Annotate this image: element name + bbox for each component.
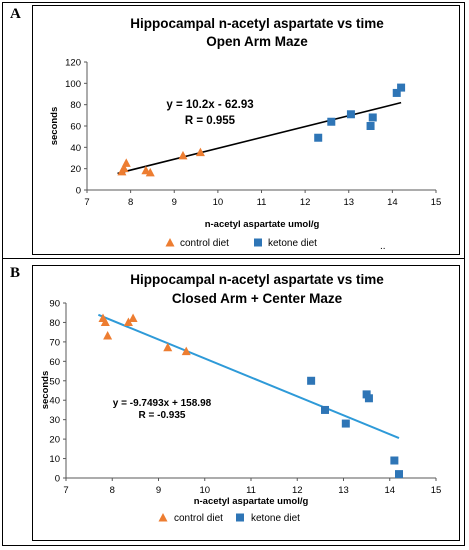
chart-a-ketone-point <box>392 88 401 97</box>
chart-a-y-tick-label: 20 <box>70 164 81 175</box>
chart-a-legend-label-ketone: ketone diet <box>268 238 317 249</box>
chart-a-x-tick-label: 12 <box>300 197 311 208</box>
chart-a-y-axis-title: seconds <box>49 107 60 146</box>
chart-a-frame <box>32 5 460 255</box>
chart-a-ketone-point <box>314 133 323 142</box>
chart-b-r-value: R = -0.935 <box>139 410 186 421</box>
chart-b-y-tick-label: 70 <box>49 337 60 348</box>
chart-b-legend-label-ketone: ketone diet <box>251 513 300 524</box>
chart-b-y-axis-title: seconds <box>40 371 51 410</box>
chart-a-x-axis-title: n-acetyl aspartate umol/g <box>205 219 320 230</box>
chart-a-x-tick-label: 15 <box>431 197 442 208</box>
panel-divider <box>2 258 465 259</box>
chart-a-x-tick-label: 7 <box>84 197 89 208</box>
chart-a-y-tick-label: 0 <box>76 186 81 197</box>
chart-a-x-tick-label: 13 <box>343 197 354 208</box>
chart-a-y-tick-label: 40 <box>70 143 81 154</box>
chart-a-y-tick-label: 80 <box>70 100 81 111</box>
chart-a-x-tick-label: 9 <box>172 197 177 208</box>
chart-b-legend-label-control: control diet <box>174 513 223 524</box>
chart-b-y-tick-label: 30 <box>49 415 60 426</box>
chart-b-control-point <box>100 317 110 326</box>
chart-b-subtitle: Closed Arm + Center Maze <box>172 291 343 306</box>
chart-b-x-tick-label: 8 <box>110 485 115 496</box>
chart-b-control-point <box>163 342 173 352</box>
chart-b-frame <box>32 265 460 541</box>
chart-a-ketone-point <box>327 117 336 126</box>
chart-b-legend-ketone-marker <box>236 513 244 522</box>
chart-b-ketone-point <box>307 376 316 385</box>
chart-a-legend-control-marker <box>165 238 175 247</box>
chart-b-y-tick-label: 20 <box>49 435 60 446</box>
chart-a-control-point <box>145 167 155 177</box>
chart-b-y-tick-label: 90 <box>49 299 60 310</box>
chart-a-ketone-point <box>368 113 377 122</box>
chart-b-y-tick-label: 80 <box>49 318 60 329</box>
chart-b-ketone-point <box>341 419 350 428</box>
chart-b-title: Hippocampal n-acetyl aspartate vs time <box>130 272 384 287</box>
chart-a-x-tick-label: 8 <box>128 197 133 208</box>
chart-b-control-point <box>181 346 191 356</box>
chart-b: Hippocampal n-acetyl aspartate vs time Cl… <box>40 272 441 524</box>
chart-b-x-tick-label: 13 <box>338 485 349 496</box>
chart-b-control-point <box>103 331 113 340</box>
chart-b-y-tick-label: 60 <box>49 357 60 368</box>
chart-a-control-point <box>178 150 188 160</box>
chart-a-control-point <box>195 147 205 157</box>
chart-a-x-tick-label: 14 <box>387 197 398 208</box>
chart-b-x-tick-label: 12 <box>292 485 303 496</box>
chart-b-ketone-point <box>364 394 373 403</box>
chart-a-control-point <box>119 163 129 173</box>
chart-a-subtitle: Open Arm Maze <box>206 34 308 49</box>
chart-a-control-point <box>121 158 131 167</box>
chart-b-x-tick-label: 7 <box>63 485 68 496</box>
chart-b-y-tick-label: 40 <box>49 396 60 407</box>
panel-label-b: B <box>10 265 21 281</box>
chart-b-x-tick-label: 11 <box>246 485 256 496</box>
chart-b-ketone-point <box>395 470 403 479</box>
chart-a-ketone-point <box>366 122 375 130</box>
chart-b-y-tick-label: 50 <box>49 376 60 387</box>
chart-b-x-tick-label: 14 <box>384 485 395 496</box>
chart-b-ketone-point <box>321 405 329 414</box>
chart-b-trendline <box>97 313 400 439</box>
chart-a-equation: y = 10.2x - 62.93 <box>166 99 253 111</box>
chart-a-y-tick-label: 60 <box>70 122 81 133</box>
chart-b-x-tick-label: 10 <box>199 485 210 496</box>
chart-b-y-tick-label: 10 <box>49 454 60 465</box>
chart-b-x-axis-title: n-acetyl aspartate umol/g <box>194 496 309 507</box>
chart-a-legend-label-control: control diet <box>180 238 229 249</box>
chart-b-equation: y = -9.7493x + 158.98 <box>113 398 212 409</box>
chart-a-legend-ketone-marker <box>254 238 262 247</box>
figure-frame <box>2 2 465 546</box>
chart-b-x-tick-label: 15 <box>431 485 442 496</box>
chart-b-control-point <box>123 317 133 326</box>
panel-label-a: A <box>10 6 21 22</box>
chart-b-control-point <box>128 313 138 323</box>
chart-a-r-value: R = 0.955 <box>185 115 236 127</box>
chart-a-title: Hippocampal n-acetyl aspartate vs time <box>130 16 384 31</box>
chart-a: Hippocampal n-acetyl aspartate vs time Op… <box>49 16 441 252</box>
chart-a-stray-mark: .. <box>380 241 386 252</box>
chart-b-y-tick-label: 0 <box>55 474 60 485</box>
chart-a-y-tick-label: 100 <box>65 79 81 90</box>
chart-a-ketone-point <box>397 83 406 92</box>
chart-b-x-tick-label: 9 <box>156 485 161 496</box>
chart-a-x-tick-label: 11 <box>257 197 267 208</box>
chart-a-trendline <box>117 101 402 175</box>
chart-a-ketone-point <box>346 110 355 119</box>
chart-a-y-tick-label: 120 <box>65 58 81 69</box>
chart-a-x-tick-label: 10 <box>213 197 224 208</box>
chart-b-legend-control-marker <box>158 513 168 522</box>
chart-b-ketone-point <box>390 456 399 465</box>
